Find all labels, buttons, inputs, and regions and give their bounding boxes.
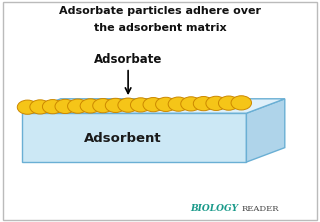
Circle shape <box>68 99 88 113</box>
Circle shape <box>17 100 38 114</box>
Polygon shape <box>22 113 246 162</box>
Polygon shape <box>22 99 285 113</box>
Circle shape <box>193 97 214 111</box>
Text: Adsorbate particles adhere over: Adsorbate particles adhere over <box>59 6 261 16</box>
Polygon shape <box>246 99 285 162</box>
Circle shape <box>206 96 226 111</box>
Circle shape <box>105 98 126 113</box>
Circle shape <box>55 99 76 113</box>
Circle shape <box>231 96 252 110</box>
Circle shape <box>43 100 63 114</box>
Text: READER: READER <box>242 205 279 213</box>
Text: the adsorbent matrix: the adsorbent matrix <box>94 23 226 33</box>
Circle shape <box>131 98 151 112</box>
Circle shape <box>93 99 113 113</box>
Text: BIOLOGY: BIOLOGY <box>190 204 238 213</box>
Text: Adsorbent: Adsorbent <box>84 132 162 145</box>
Circle shape <box>30 100 50 114</box>
Circle shape <box>181 97 201 111</box>
Circle shape <box>118 98 138 112</box>
Circle shape <box>219 96 239 110</box>
Circle shape <box>80 99 100 113</box>
Circle shape <box>156 97 176 111</box>
Text: Adsorbate: Adsorbate <box>94 53 162 66</box>
Circle shape <box>143 97 164 112</box>
Circle shape <box>168 97 189 111</box>
